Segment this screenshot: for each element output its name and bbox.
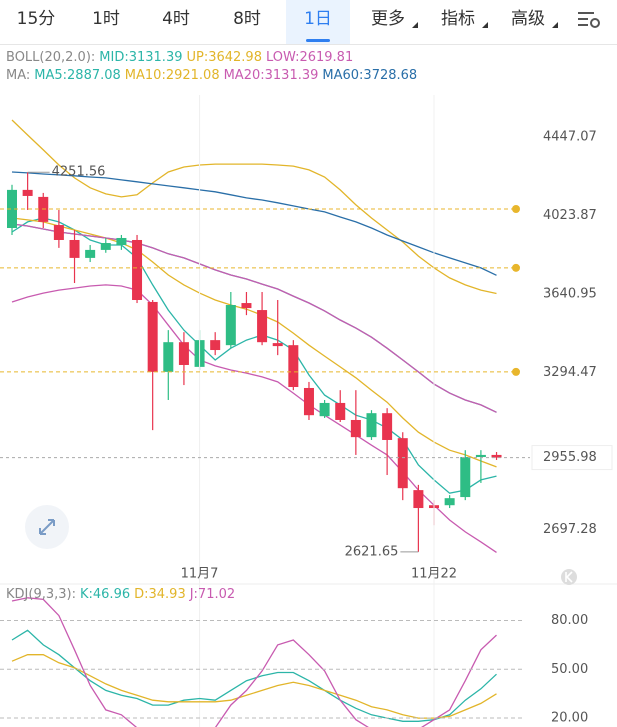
legend-label: MA: bbox=[6, 68, 31, 83]
x-tick-label: 11月22 bbox=[411, 567, 457, 582]
candle-body bbox=[303, 387, 314, 416]
ma-legend: MA: MA5:2887.08 MA10:2921.08 MA20:3131.39 MA… bbox=[6, 68, 421, 83]
candle-body bbox=[147, 301, 158, 372]
indicator-line bbox=[11, 629, 497, 722]
candle-body bbox=[413, 490, 424, 509]
timeframe-tabs: 15分 1时 4时 8时 1日 更多 指标 高级 bbox=[0, 0, 617, 45]
candle-body bbox=[22, 189, 33, 196]
high-annotation: 4251.56 bbox=[52, 165, 106, 180]
indicator-line bbox=[11, 654, 497, 719]
candle-body bbox=[460, 457, 471, 498]
candle-body bbox=[100, 243, 111, 250]
settings-icon[interactable] bbox=[578, 12, 600, 28]
candle-body bbox=[53, 225, 64, 240]
candle-body bbox=[210, 340, 221, 351]
y-tick-label: 20.00 bbox=[551, 711, 588, 726]
kline-toggle[interactable] bbox=[561, 569, 577, 585]
y-tick-label: 4023.87 bbox=[543, 208, 597, 223]
candle-body bbox=[225, 305, 236, 346]
last-price-box bbox=[531, 445, 613, 471]
legend-label: KDJ(9,3,3): bbox=[6, 587, 76, 602]
boll-line bbox=[11, 284, 497, 553]
y-tick-label: 2697.28 bbox=[543, 522, 597, 537]
candle-body bbox=[132, 239, 143, 301]
candle-body bbox=[319, 402, 330, 417]
ma-line bbox=[11, 217, 497, 494]
tab[interactable]: 指标 bbox=[441, 9, 475, 29]
y-tick-label: 3640.95 bbox=[543, 286, 597, 301]
legend-item: MA20:3131.39 bbox=[223, 68, 319, 83]
legend-item: K:46.96 bbox=[79, 587, 131, 602]
indicator-line bbox=[11, 597, 497, 727]
tab[interactable]: 4时 bbox=[162, 9, 190, 29]
ma-line bbox=[11, 217, 497, 468]
price-line-dot bbox=[512, 367, 520, 376]
legend-item: UP:3642.98 bbox=[186, 50, 262, 65]
tab[interactable]: 1时 bbox=[92, 9, 120, 29]
low-annotation: 2621.65 bbox=[345, 544, 399, 559]
candle-body bbox=[7, 189, 17, 229]
tab[interactable]: 更多 bbox=[371, 9, 405, 29]
candle-body bbox=[178, 342, 189, 365]
tab[interactable]: 高级 bbox=[511, 9, 545, 29]
candle-body bbox=[475, 454, 486, 458]
candle-body bbox=[335, 402, 346, 420]
y-tick-label: 50.00 bbox=[551, 662, 588, 677]
candle-body bbox=[491, 454, 502, 458]
price-line-dot bbox=[512, 205, 520, 214]
legend-item: J:71.02 bbox=[189, 587, 236, 602]
legend-item: LOW:2619.81 bbox=[265, 50, 354, 65]
boll-legend: BOLL(20,2.0): MID:3131.39 UP:3642.98 LOW:26… bbox=[6, 50, 357, 65]
candle-body bbox=[350, 419, 361, 438]
dropdown-caret bbox=[552, 22, 558, 28]
candle-body bbox=[257, 310, 268, 343]
boll-line bbox=[11, 119, 497, 295]
candle-body bbox=[85, 249, 96, 258]
x-tick-label: 11月7 bbox=[181, 567, 219, 582]
expand-button[interactable] bbox=[25, 505, 69, 549]
ma-line bbox=[11, 223, 497, 413]
legend-item: MA5:2887.08 bbox=[34, 68, 121, 83]
ma-line bbox=[11, 171, 497, 276]
y-tick-label: 80.00 bbox=[551, 613, 588, 628]
dropdown-caret bbox=[482, 22, 488, 28]
candle-body bbox=[116, 237, 127, 246]
plot-area bbox=[11, 597, 497, 727]
y-tick-label: 3294.47 bbox=[543, 365, 597, 380]
kdj-legend: KDJ(9,3,3): K:46.96 D:34.93 J:71.02 bbox=[6, 587, 239, 602]
candle-body bbox=[241, 303, 252, 309]
price-line-dot bbox=[512, 263, 520, 272]
candle-body bbox=[69, 239, 80, 258]
candle-body bbox=[444, 498, 455, 506]
candle-body bbox=[163, 342, 174, 372]
tab[interactable]: 15分 bbox=[16, 9, 56, 29]
y-tick-label: 4447.07 bbox=[543, 129, 597, 144]
tab[interactable]: 1日 bbox=[286, 0, 350, 44]
plot-area bbox=[7, 119, 502, 553]
candle-body bbox=[272, 343, 283, 347]
candle-body bbox=[366, 413, 377, 438]
candle-body bbox=[288, 345, 299, 388]
legend-item: D:34.93 bbox=[134, 587, 186, 602]
legend-item: MA60:3728.68 bbox=[322, 68, 418, 83]
legend-item: MID:3131.39 bbox=[99, 50, 183, 65]
last-price-label: 2955.98 bbox=[543, 450, 597, 465]
legend-label: BOLL(20,2.0): bbox=[6, 50, 96, 65]
boll-line bbox=[11, 223, 497, 413]
candle-body bbox=[382, 413, 393, 440]
candle-body bbox=[397, 438, 408, 489]
dropdown-caret bbox=[412, 22, 418, 28]
tab[interactable]: 8时 bbox=[233, 9, 261, 29]
legend-item: MA10:2921.08 bbox=[124, 68, 220, 83]
